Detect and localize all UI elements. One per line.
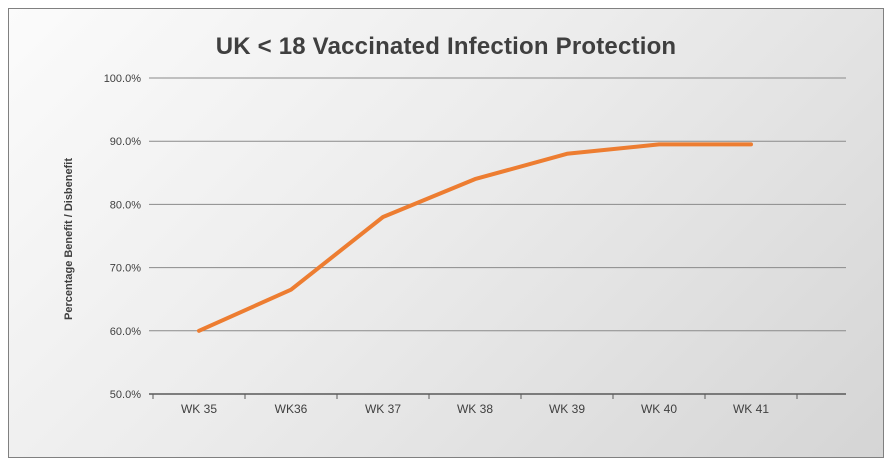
series-line: [197, 142, 753, 333]
y-tick-label: 80.0%: [110, 199, 141, 211]
x-tick-label: WK 41: [733, 402, 769, 416]
chart-frame: UK < 18 Vaccinated Infection Protection …: [8, 8, 884, 458]
x-tick-label: WK 37: [365, 402, 401, 416]
x-tick-label: WK36: [275, 402, 308, 416]
y-tick-label: 60.0%: [110, 326, 141, 338]
x-tick-label: WK 35: [181, 402, 217, 416]
line-chart-plot: 50.0% 60.0% 70.0% 80.0% 90.0% 100.0% WK 35 WK36…: [104, 73, 846, 416]
x-tick-label: WK 39: [549, 402, 585, 416]
y-tick-label: 50.0%: [110, 389, 141, 401]
y-tick-label: 90.0%: [110, 136, 141, 148]
y-tick-label: 100.0%: [104, 73, 142, 85]
x-tick-label: WK 38: [457, 402, 493, 416]
y-tick-label: 70.0%: [110, 263, 141, 275]
x-tick-label: WK 40: [641, 402, 677, 416]
chart-title: UK < 18 Vaccinated Infection Protection: [215, 33, 677, 60]
